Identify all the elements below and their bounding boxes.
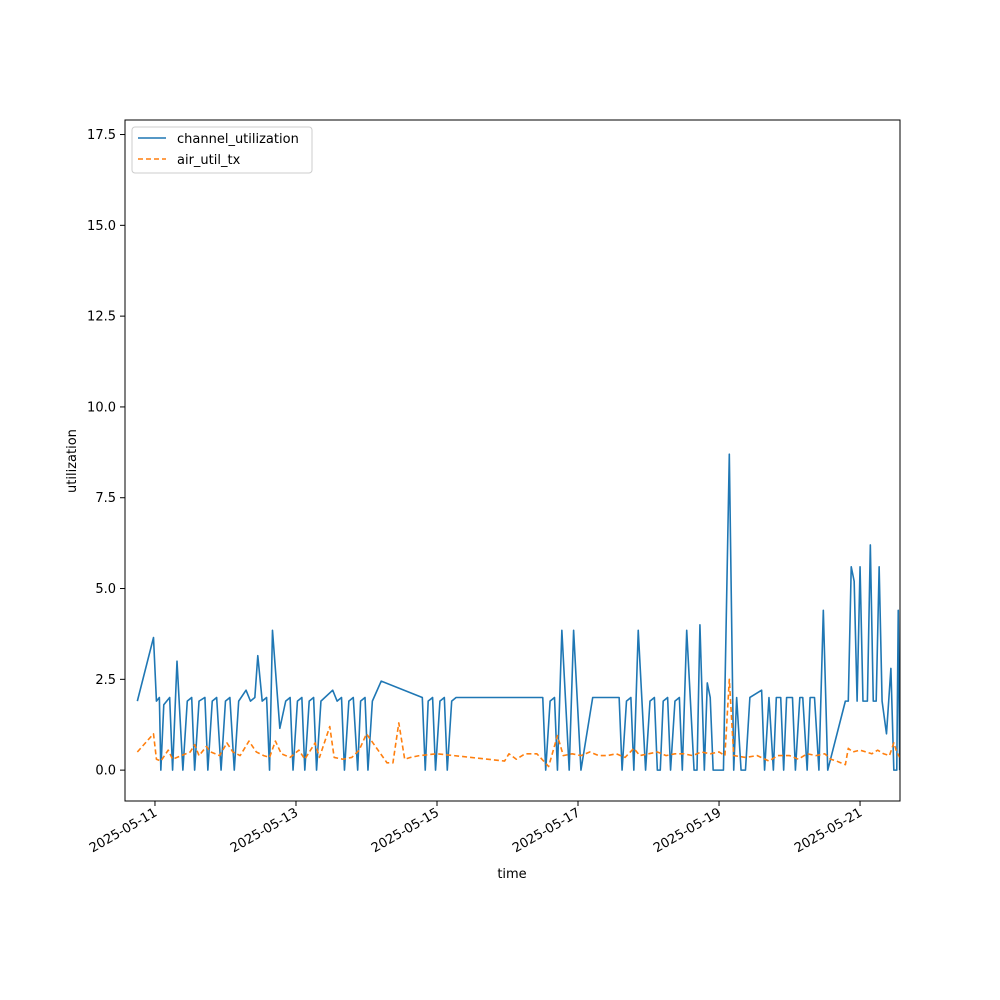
y-tick-label: 15.0 [87,219,116,234]
y-tick-label: 2.5 [95,673,116,688]
series-line-air-util-tx [136,678,901,768]
y-axis-label: utilization [65,429,80,493]
y-tick-label: 5.0 [95,582,116,597]
series-layer [136,453,901,771]
x-axis-label: time [497,867,526,882]
y-tick-label: 17.5 [87,128,116,143]
y-tick-label: 7.5 [95,491,116,506]
y-tick-label: 0.0 [95,764,116,779]
y-tick-label: 10.0 [87,400,116,415]
legend-label-air-util-tx: air_util_tx [177,153,241,168]
series-line-channel-utilization [136,453,901,771]
legend-label-channel-utilization: channel_utilization [177,132,299,147]
y-tick-label: 12.5 [87,310,116,325]
legend: channel_utilization air_util_tx [131,126,313,174]
legend-box [131,126,313,174]
axes-frame [124,119,901,802]
y-axis: 0.0 2.5 5.0 7.5 10.0 12.5 15.0 17.5 [87,128,125,779]
